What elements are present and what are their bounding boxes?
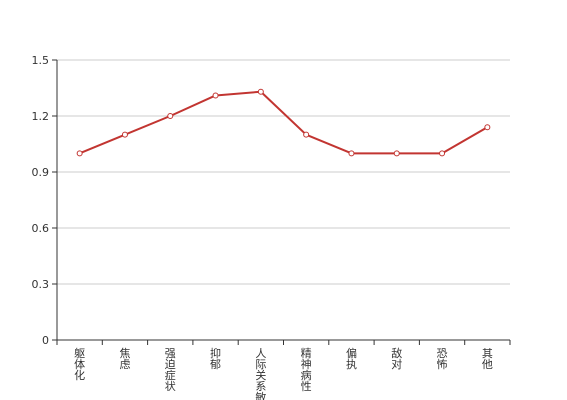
x-tick-label: 强迫症状 — [165, 347, 176, 393]
axis-layer — [52, 59, 511, 345]
data-point — [393, 150, 400, 157]
y-tick-label: 0 — [42, 334, 49, 347]
y-tick-label: 1.5 — [32, 54, 50, 67]
x-tick-label: 精神病性 — [301, 347, 312, 393]
x-tick-label: 焦虑 — [119, 347, 130, 371]
x-tick-label: 恐怖 — [437, 347, 448, 371]
data-point — [76, 150, 83, 157]
x-tick-label: 人际关系敏感 — [255, 347, 266, 400]
y-tick-label: 1.2 — [32, 110, 50, 123]
y-tick-label: 0.3 — [32, 278, 50, 291]
label-layer: 0 0.3 0.6 0.9 1.2 1.5 躯体化 焦虑 强迫症状 抑郁 人际关系敏感 精神病性 偏执 敌… — [32, 54, 493, 400]
data-point — [257, 88, 264, 95]
series-layer — [76, 88, 491, 157]
x-tick-label: 偏执 — [346, 346, 357, 371]
x-tick-label: 敌对 — [391, 346, 402, 371]
data-point — [439, 150, 446, 157]
x-tick-label: 躯体化 — [74, 347, 85, 382]
data-point — [303, 131, 310, 138]
data-point — [348, 150, 355, 157]
y-tick-label: 0.6 — [32, 222, 50, 235]
data-point — [212, 92, 219, 99]
data-point — [484, 124, 491, 131]
data-point — [121, 131, 128, 138]
series-line — [79, 90, 488, 155]
y-tick-label: 0.9 — [32, 166, 50, 179]
data-point — [167, 113, 174, 119]
grid-layer — [57, 59, 510, 285]
x-tick-label: 抑郁 — [210, 346, 221, 371]
x-tick-label: 其他 — [482, 347, 493, 371]
